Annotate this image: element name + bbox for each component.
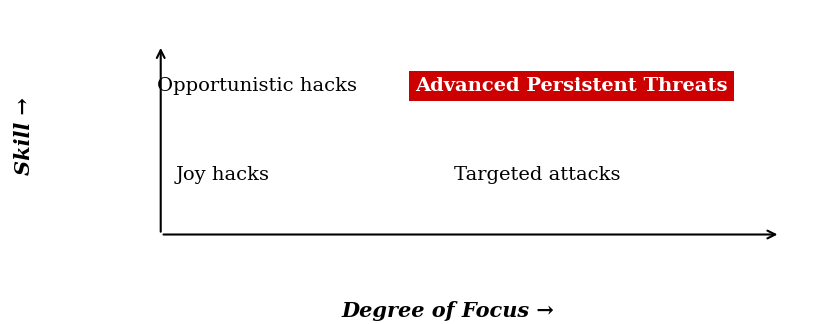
Text: Skill →: Skill → [15, 97, 34, 175]
Text: Targeted attacks: Targeted attacks [454, 166, 620, 184]
Text: Degree of Focus →: Degree of Focus → [341, 301, 555, 321]
Text: Opportunistic hacks: Opportunistic hacks [156, 77, 356, 95]
Text: Advanced Persistent Threats: Advanced Persistent Threats [415, 77, 728, 95]
Text: Joy hacks: Joy hacks [175, 166, 269, 184]
